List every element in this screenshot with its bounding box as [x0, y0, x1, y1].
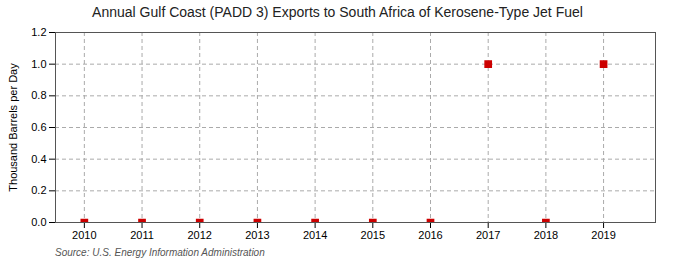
svg-text:0.8: 0.8	[31, 89, 46, 101]
svg-text:0.2: 0.2	[31, 184, 46, 196]
svg-text:2010: 2010	[72, 229, 96, 241]
svg-text:2019: 2019	[591, 229, 615, 241]
svg-text:2017: 2017	[476, 229, 500, 241]
svg-text:0.6: 0.6	[31, 121, 46, 133]
svg-text:0.0: 0.0	[31, 216, 46, 228]
svg-text:0.4: 0.4	[31, 153, 46, 165]
svg-text:Thousand Barrels per Day: Thousand Barrels per Day	[7, 63, 19, 192]
svg-text:2013: 2013	[245, 229, 269, 241]
svg-text:2012: 2012	[187, 229, 211, 241]
html-text:Annual Gulf Coast (PADD 3) Exp: Annual Gulf Coast (PADD 3) Exports to So…	[92, 4, 583, 20]
svg-text:2015: 2015	[361, 229, 385, 241]
svg-text:2011: 2011	[130, 229, 154, 241]
svg-text:2014: 2014	[303, 229, 327, 241]
svg-text:1.2: 1.2	[31, 26, 46, 38]
html-text:Source: U.S. Energy Informatio: Source: U.S. Energy Information Administ…	[55, 247, 265, 258]
svg-text:2016: 2016	[418, 229, 442, 241]
svg-text:2018: 2018	[534, 229, 558, 241]
svg-text:1.0: 1.0	[31, 58, 46, 70]
